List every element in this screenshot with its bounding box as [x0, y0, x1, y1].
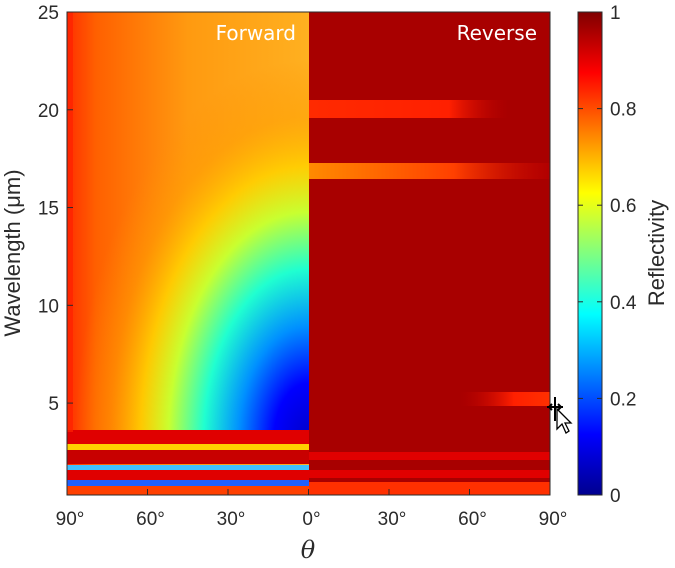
- reverse-base-field: [309, 12, 550, 495]
- forward-red-band-low: [67, 470, 309, 480]
- colorbar-ticks: 0 0.2 0.4 0.6 0.8 1: [578, 3, 637, 507]
- y-tick-label: 5: [48, 394, 59, 415]
- forward-low-reflectivity-region: [75, 60, 309, 440]
- forward-panel: [67, 12, 309, 495]
- x-tick-label: 60°: [136, 509, 165, 530]
- forward-edge-strip: [67, 12, 73, 432]
- y-tick-label: 25: [38, 3, 59, 24]
- y-axis-label: Wavelength (μm): [0, 169, 25, 336]
- y-tick-label: 10: [38, 296, 59, 317]
- reverse-panel: [309, 12, 550, 495]
- colorbar-tick-label: 0: [610, 486, 621, 507]
- x-tick-label: 30°: [217, 509, 246, 530]
- x-tick-label: 30°: [378, 509, 407, 530]
- colorbar-tick-label: 0.6: [610, 196, 636, 217]
- x-axis-label: θ: [301, 536, 316, 564]
- y-tick-label: 15: [38, 199, 59, 220]
- colorbar-tick-label: 0.8: [610, 100, 636, 121]
- reverse-red-band-mid: [309, 470, 550, 478]
- x-tick-label: 90°: [539, 509, 568, 530]
- reverse-band-5um: [460, 392, 550, 406]
- colorbar-label: Reflectivity: [644, 200, 669, 306]
- forward-yellow-band: [67, 444, 309, 450]
- colorbar-tick-label: 0.4: [610, 293, 637, 314]
- x-tick-label: 90°: [56, 509, 85, 530]
- colorbar-tick-label: 0.2: [610, 389, 636, 410]
- y-tick-label: 20: [38, 101, 59, 122]
- forward-red-band-mid: [67, 450, 309, 464]
- x-tick-label: 60°: [458, 509, 487, 530]
- reverse-bottom-band: [309, 482, 550, 495]
- reverse-red-band-upper: [309, 452, 550, 460]
- forward-cyan-band: [67, 465, 309, 470]
- panel-label-forward: Forward: [216, 21, 296, 45]
- colorbar-tick-label: 1: [610, 3, 621, 24]
- reverse-band-17um: [309, 163, 550, 179]
- x-axis-ticks: 90° 60° 30° 0° 30° 60° 90°: [56, 489, 568, 530]
- forward-blue-band: [67, 480, 309, 486]
- y-axis-ticks: 5 10 15 20 25: [38, 3, 73, 415]
- colorbar: 0 0.2 0.4 0.6 0.8 1 Reflectivity: [577, 3, 669, 507]
- move-cursor-icon: [547, 397, 573, 434]
- forward-red-band-upper: [67, 430, 309, 444]
- colorbar-body: [577, 11, 603, 496]
- reverse-band-20um: [309, 100, 509, 118]
- panel-label-reverse: Reverse: [457, 21, 537, 45]
- forward-bottom-band: [67, 486, 309, 495]
- x-tick-label: 0°: [302, 509, 320, 530]
